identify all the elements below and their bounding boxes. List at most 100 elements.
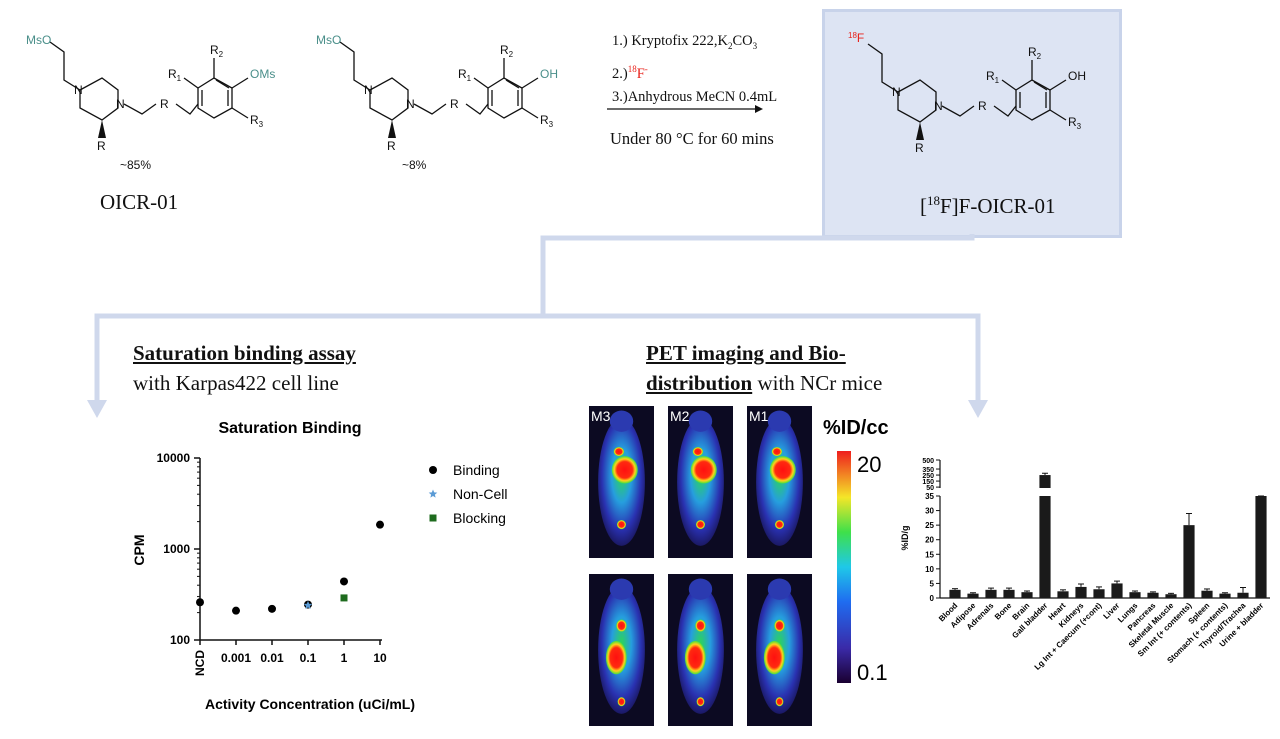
bio-y-tick-label: 150 bbox=[922, 479, 934, 486]
product-r-ring-label: R bbox=[915, 141, 924, 155]
x-tick-label: 10 bbox=[373, 651, 387, 665]
bio-bar bbox=[1237, 592, 1249, 598]
bio-bar bbox=[1057, 591, 1069, 598]
bio-bar bbox=[949, 589, 961, 598]
y-tick-label: 100 bbox=[170, 633, 190, 647]
precursor-n2-label: N bbox=[116, 97, 125, 111]
svg-text:R1: R1 bbox=[168, 67, 182, 83]
reaction-conditions: 1.) Kryptofix 222,K2CO3 2.)18F- 3.)Anhyd… bbox=[612, 30, 777, 109]
bio-y-tick-label: 250 bbox=[922, 473, 934, 480]
organ-hotspot bbox=[684, 640, 706, 675]
reaction-arrow bbox=[607, 105, 763, 113]
colorbar bbox=[837, 451, 851, 683]
mouse-head bbox=[767, 410, 792, 432]
bio-bar bbox=[1003, 589, 1015, 598]
svg-text:R2: R2 bbox=[1028, 45, 1042, 61]
precursor-oms-label: OMs bbox=[250, 67, 275, 81]
bio-y-tick-label: 350 bbox=[922, 467, 934, 474]
binding-point bbox=[376, 520, 384, 529]
mouse-head bbox=[688, 578, 713, 600]
byproduct-r-linker-label: R bbox=[450, 97, 459, 111]
precursor-r-ring-label: R bbox=[97, 139, 106, 153]
organ-hotspot bbox=[611, 456, 638, 484]
condition-temperature: Under 80 °C for 60 mins bbox=[610, 129, 774, 148]
legend-marker-noncell bbox=[428, 489, 438, 498]
y-axis-label: CPM bbox=[131, 534, 147, 565]
noncell-point bbox=[303, 600, 313, 609]
saturation-heading: Saturation binding assay with Karpas422 … bbox=[133, 341, 356, 395]
chart-title: Saturation Binding bbox=[218, 420, 361, 437]
x-axis-label: Activity Concentration (uCi/mL) bbox=[205, 696, 415, 712]
mouse-head bbox=[609, 578, 634, 600]
svg-text:R3: R3 bbox=[540, 113, 554, 129]
organ-hotspot bbox=[763, 640, 785, 675]
bio-y-tick-label: 25 bbox=[925, 521, 934, 530]
mouse-head bbox=[609, 410, 634, 432]
product-n2-label: N bbox=[934, 99, 943, 113]
bio-bar bbox=[1255, 496, 1267, 598]
binding-point bbox=[340, 577, 348, 586]
blocking-point bbox=[340, 594, 348, 602]
pet-image-panel: M3 M2 M1 %ID/cc 20 0.1 bbox=[589, 406, 889, 726]
pet-heading: PET imaging and Bio- distribution with N… bbox=[646, 341, 883, 395]
svg-text:R3: R3 bbox=[1068, 115, 1082, 131]
bio-y-tick-label: 15 bbox=[925, 550, 934, 559]
bio-bar bbox=[967, 593, 979, 598]
saturation-legend: Binding Non-Cell Blocking bbox=[428, 462, 507, 526]
bio-bar bbox=[1021, 592, 1033, 598]
byproduct-n2-label: N bbox=[406, 97, 415, 111]
organ-hotspot bbox=[771, 447, 783, 457]
precursor-r-linker-label: R bbox=[160, 97, 169, 111]
mouse-label: M1 bbox=[749, 408, 769, 424]
byproduct-n1-label: N bbox=[364, 83, 373, 97]
svg-text:R1: R1 bbox=[458, 67, 472, 83]
bio-bar bbox=[1039, 496, 1051, 598]
condition-step-1: 1.) Kryptofix 222,K2CO3 bbox=[612, 33, 758, 51]
saturation-marks bbox=[196, 520, 384, 615]
product-oh-label: OH bbox=[1068, 69, 1086, 83]
legend-label: Binding bbox=[453, 462, 500, 478]
legend-label: Non-Cell bbox=[453, 486, 507, 502]
precursor-structure: MsO N N R R R1 R2 OMs R3 bbox=[26, 33, 275, 153]
product-r-linker-label: R bbox=[978, 99, 987, 113]
x-tick-label: 0.01 bbox=[260, 651, 284, 665]
organ-hotspot bbox=[774, 520, 785, 530]
bio-y-tick-label: 50 bbox=[926, 485, 934, 492]
organ-hotspot bbox=[775, 697, 784, 707]
bio-bar bbox=[1201, 590, 1213, 598]
bio-y-tick-label: 10 bbox=[925, 565, 934, 574]
mouse-head bbox=[688, 410, 713, 432]
saturation-binding-chart: Saturation Binding Activity Concentratio… bbox=[131, 420, 507, 712]
binding-point bbox=[232, 606, 240, 615]
bio-bar bbox=[1075, 586, 1087, 598]
organ-hotspot bbox=[769, 456, 796, 484]
colorbar-min-label: 0.1 bbox=[857, 660, 888, 685]
organ-hotspot bbox=[695, 619, 706, 632]
organ-hotspot bbox=[616, 619, 627, 632]
bio-category-label: Bone bbox=[993, 601, 1014, 622]
byproduct-structure: MsO N N R R R1 R2 OH R3 bbox=[316, 33, 558, 153]
y-tick-label: 10000 bbox=[157, 451, 191, 465]
byproduct-mso-label: MsO bbox=[316, 33, 341, 47]
precursor-n1-label: N bbox=[74, 83, 83, 97]
x-tick-label: 1 bbox=[341, 651, 348, 665]
x-tick-label: 0.1 bbox=[300, 651, 317, 665]
bio-bar bbox=[1165, 594, 1177, 598]
organ-hotspot bbox=[774, 619, 785, 632]
binding-point bbox=[196, 598, 204, 607]
bio-bar bbox=[1147, 592, 1159, 598]
precursor-yield: ~85% bbox=[120, 158, 152, 172]
bio-y-axis-label: %ID/g bbox=[900, 525, 910, 550]
precursor-mso-label: MsO bbox=[26, 33, 51, 47]
x-tick-label: 0.001 bbox=[221, 651, 251, 665]
legend-marker-binding bbox=[429, 466, 437, 474]
organ-hotspot bbox=[616, 520, 627, 530]
svg-text:R3: R3 bbox=[250, 113, 264, 129]
product-name: [18F]F-OICR-01 bbox=[920, 193, 1056, 218]
connector-lines bbox=[87, 234, 988, 418]
bio-y-tick-label: 5 bbox=[930, 579, 935, 588]
byproduct-oh-label: OH bbox=[540, 67, 558, 81]
bio-bar bbox=[1219, 593, 1231, 598]
